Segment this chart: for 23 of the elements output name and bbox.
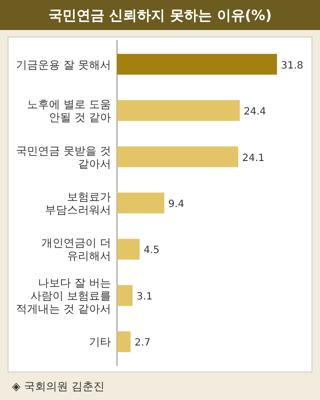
bar xyxy=(117,238,140,260)
text: ◈ 국회의원 김춘진 xyxy=(12,380,104,393)
data-label: 9.4 xyxy=(168,199,184,210)
y-tick-label: 보험료가 부담스러워서 xyxy=(45,190,111,216)
data-label: 31.8 xyxy=(281,60,304,72)
y-tick-label: 나보다 잘 버는 사람이 보험료를 적게내는 것 같아서 xyxy=(16,276,111,316)
bar xyxy=(117,100,240,121)
y-tick-label: 개인연금이 더 유리해서 xyxy=(42,236,111,263)
data-label: 3.1 xyxy=(136,291,153,302)
bar xyxy=(117,285,133,306)
y-tick-label: 국민연금 못받을 것 같아서 xyxy=(16,144,111,170)
y-tick-label: 기금운용 잘 못해서 xyxy=(16,58,111,72)
bar xyxy=(117,192,164,214)
bar xyxy=(117,54,277,75)
data-label: 24.1 xyxy=(242,152,265,164)
bar xyxy=(117,331,131,352)
data-label: 4.5 xyxy=(144,245,160,256)
bar xyxy=(117,146,238,168)
data-label: 2.7 xyxy=(134,338,150,349)
y-tick-label: 노후에 별로 도움 안될 것 같아 xyxy=(27,98,111,124)
chart-title: 국민연금 신뢰하지 못하는 이유(%) xyxy=(48,8,272,24)
y-tick-label: 기타 xyxy=(89,336,111,349)
data-label: 24.4 xyxy=(244,106,266,118)
